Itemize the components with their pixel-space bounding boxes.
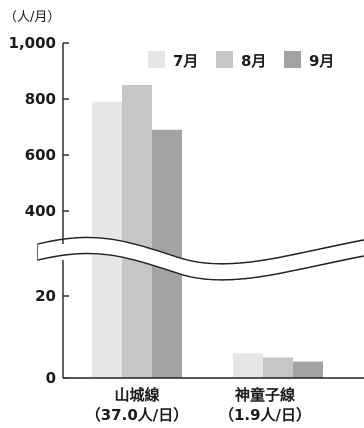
category-label: 神童子線 xyxy=(235,386,295,404)
category-sublabel: （1.9人/日） xyxy=(219,406,311,424)
legend-label: 8月 xyxy=(241,52,266,70)
category-label: 山城線 xyxy=(114,386,159,404)
bar-2-1 xyxy=(233,353,263,378)
category-sublabel: （37.0人/日） xyxy=(86,406,189,424)
y-tick-label: 800 xyxy=(25,90,56,108)
bar-2-3 xyxy=(293,361,323,378)
axis-break-line-top xyxy=(37,236,364,265)
axis-break-mask xyxy=(38,237,364,280)
bar-2-2 xyxy=(263,357,293,378)
legend-label: 9月 xyxy=(309,52,334,70)
y-tick-label: 400 xyxy=(25,202,56,220)
legend-label: 7月 xyxy=(173,52,198,70)
unit-label: （人/月） xyxy=(4,10,60,25)
y-tick-label: 20 xyxy=(35,287,56,305)
legend-swatch xyxy=(148,51,165,68)
legend-swatch xyxy=(216,51,233,68)
y-tick-label: 1,000 xyxy=(9,34,56,52)
bar-1-2 xyxy=(122,85,152,378)
axis-break-line-bottom xyxy=(37,252,364,281)
y-tick-label: 0 xyxy=(46,369,56,387)
y-tick-label: 600 xyxy=(25,146,56,164)
legend-swatch xyxy=(284,51,301,68)
